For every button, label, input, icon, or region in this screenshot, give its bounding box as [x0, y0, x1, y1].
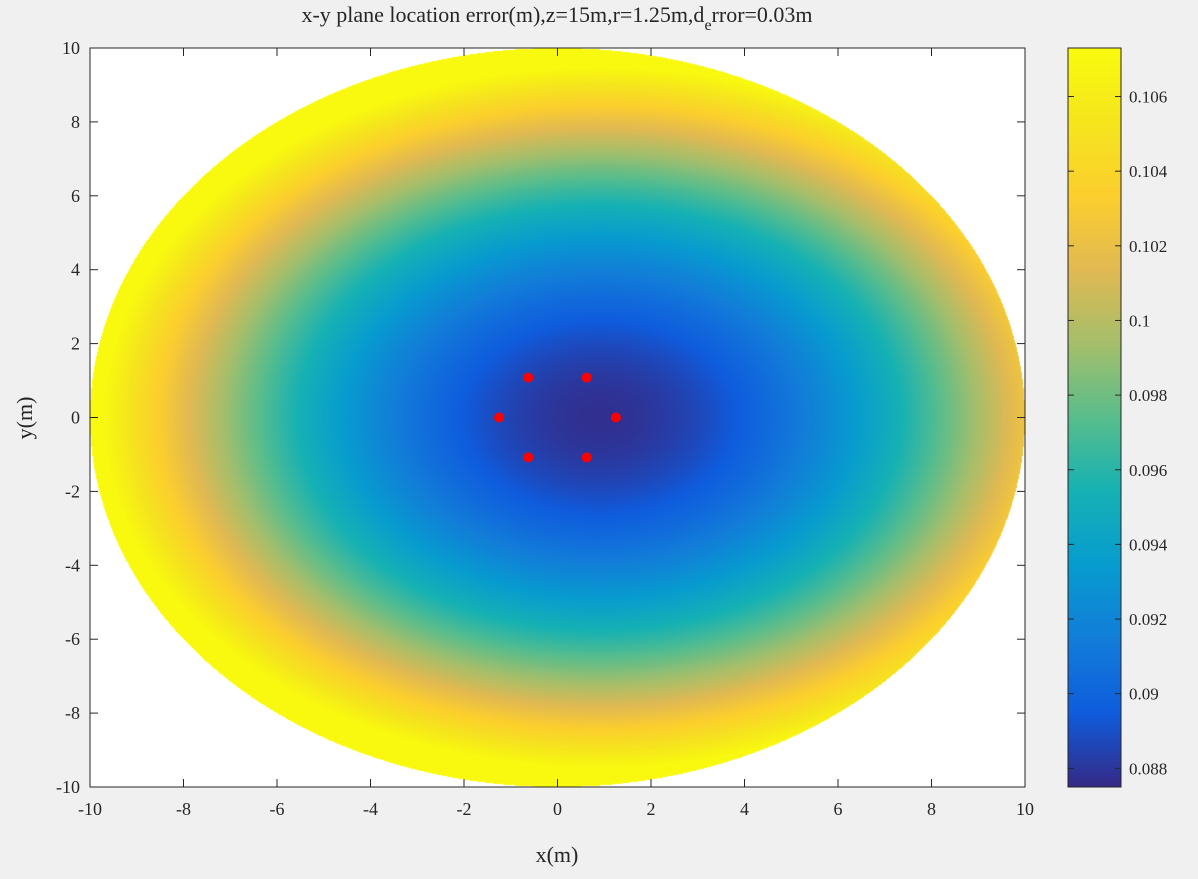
y-tick-label: 6: [71, 186, 80, 206]
y-tick-label: 10: [62, 38, 80, 58]
anchor-point-2: [581, 372, 592, 383]
anchor-point-4: [494, 412, 505, 423]
x-tick-label: 10: [1016, 799, 1034, 819]
x-tick-label: -6: [270, 799, 285, 819]
colorbar-tick-label: 0.094: [1129, 535, 1168, 554]
colorbar-tick-label: 0.096: [1129, 461, 1167, 480]
x-tick-label: 4: [740, 799, 749, 819]
anchor-point-6: [581, 452, 592, 463]
heatmap-foreign: [90, 48, 1025, 787]
y-tick-label: -2: [65, 481, 80, 501]
heatmap-layer: [90, 48, 1025, 787]
axes: -10 -8 -6 -4 -2 0 2 4 6 8 10 -10 -8 -6 -4 -2 0 2 4 6 8 10: [56, 38, 1034, 819]
chart-title-tail: rror=0.03m: [712, 2, 813, 27]
y-tick-label: 0: [71, 408, 80, 428]
colorbar-tick-label: 0.09: [1129, 685, 1159, 704]
x-tick-label: 6: [834, 799, 843, 819]
colorbar-foreign: [1068, 48, 1121, 787]
anchor-point-5: [523, 452, 534, 463]
x-tick-label: -8: [176, 799, 191, 819]
x-tick-label: -4: [363, 799, 378, 819]
anchor-point-3: [523, 372, 534, 383]
y-tick-label: -10: [56, 777, 80, 797]
x-tick-label: -2: [457, 799, 472, 819]
chart-title: x-y plane location error(m),z=15m,r=1.25…: [301, 2, 812, 34]
colorbar: 0.088 0.09 0.092 0.094 0.096 0.098 0.1 0.102 0.1…: [1067, 47, 1168, 788]
colorbar-canvas: [1068, 48, 1121, 787]
y-tick-label: 4: [71, 260, 80, 280]
colorbar-tick-label: 0.1: [1129, 311, 1150, 330]
colorbar-tick-label: 0.104: [1129, 162, 1168, 181]
x-tick-label: -10: [78, 799, 102, 819]
anchor-point-1: [610, 412, 621, 423]
y-tick-label: -4: [65, 555, 80, 575]
y-tick-label: 8: [71, 112, 80, 132]
colorbar-tick-label: 0.106: [1129, 88, 1167, 107]
colorbar-tick-label: 0.088: [1129, 759, 1167, 778]
x-axis-label: x(m): [536, 842, 579, 867]
x-tick-label: 2: [647, 799, 656, 819]
y-tick-label: -8: [65, 703, 80, 723]
chart-title-main: x-y plane location error(m),z=15m,r=1.25…: [301, 2, 704, 27]
y-tick-label: -6: [65, 629, 80, 649]
colorbar-tick-label: 0.092: [1129, 610, 1167, 629]
colorbar-frame: [1067, 47, 1122, 788]
y-tick-label: 2: [71, 334, 80, 354]
colorbar-tick-label: 0.098: [1129, 386, 1167, 405]
anchor-markers: [494, 372, 621, 463]
x-tick-label: 0: [553, 799, 562, 819]
y-axis-label: y(m): [12, 397, 37, 440]
colorbar-tick-label: 0.102: [1129, 237, 1167, 256]
chart-title-subscript: e: [704, 17, 711, 34]
heatmap-canvas: [90, 48, 1025, 787]
x-tick-label: 8: [927, 799, 936, 819]
